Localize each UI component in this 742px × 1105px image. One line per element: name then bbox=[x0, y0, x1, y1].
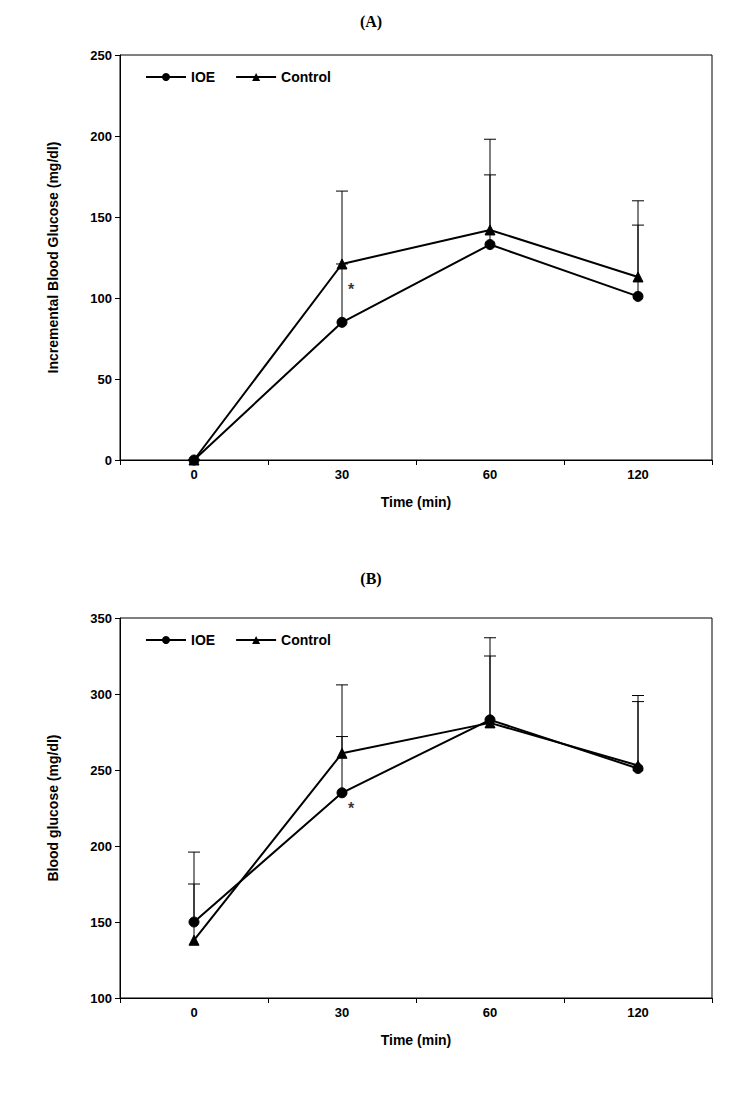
svg-text:Control: Control bbox=[281, 632, 331, 648]
svg-text:IOE: IOE bbox=[191, 69, 215, 85]
svg-text:120: 120 bbox=[627, 1005, 649, 1020]
svg-text:0: 0 bbox=[190, 1005, 197, 1020]
svg-text:Time (min): Time (min) bbox=[381, 1032, 452, 1048]
svg-text:*: * bbox=[348, 281, 355, 298]
svg-text:*: * bbox=[348, 800, 355, 817]
svg-text:Blood glucose (mg/dl): Blood glucose (mg/dl) bbox=[45, 735, 61, 882]
svg-text:350: 350 bbox=[90, 611, 112, 626]
svg-text:60: 60 bbox=[483, 1005, 497, 1020]
svg-text:200: 200 bbox=[90, 129, 112, 144]
svg-text:IOE: IOE bbox=[191, 632, 215, 648]
svg-text:0: 0 bbox=[190, 467, 197, 482]
svg-text:100: 100 bbox=[90, 291, 112, 306]
svg-text:30: 30 bbox=[335, 467, 349, 482]
svg-text:Control: Control bbox=[281, 69, 331, 85]
svg-text:Time (min): Time (min) bbox=[381, 494, 452, 510]
svg-text:(A): (A) bbox=[360, 13, 382, 31]
svg-text:250: 250 bbox=[90, 763, 112, 778]
svg-text:300: 300 bbox=[90, 687, 112, 702]
svg-text:100: 100 bbox=[90, 991, 112, 1006]
svg-text:60: 60 bbox=[483, 467, 497, 482]
svg-text:120: 120 bbox=[627, 467, 649, 482]
svg-text:150: 150 bbox=[90, 210, 112, 225]
svg-text:200: 200 bbox=[90, 839, 112, 854]
svg-text:0: 0 bbox=[105, 453, 112, 468]
svg-text:30: 30 bbox=[335, 1005, 349, 1020]
svg-text:150: 150 bbox=[90, 915, 112, 930]
svg-text:(B): (B) bbox=[360, 570, 381, 588]
svg-text:Incremental Blood Glucose (mg/: Incremental Blood Glucose (mg/dl) bbox=[45, 142, 61, 374]
svg-text:250: 250 bbox=[90, 48, 112, 63]
svg-text:50: 50 bbox=[98, 372, 112, 387]
